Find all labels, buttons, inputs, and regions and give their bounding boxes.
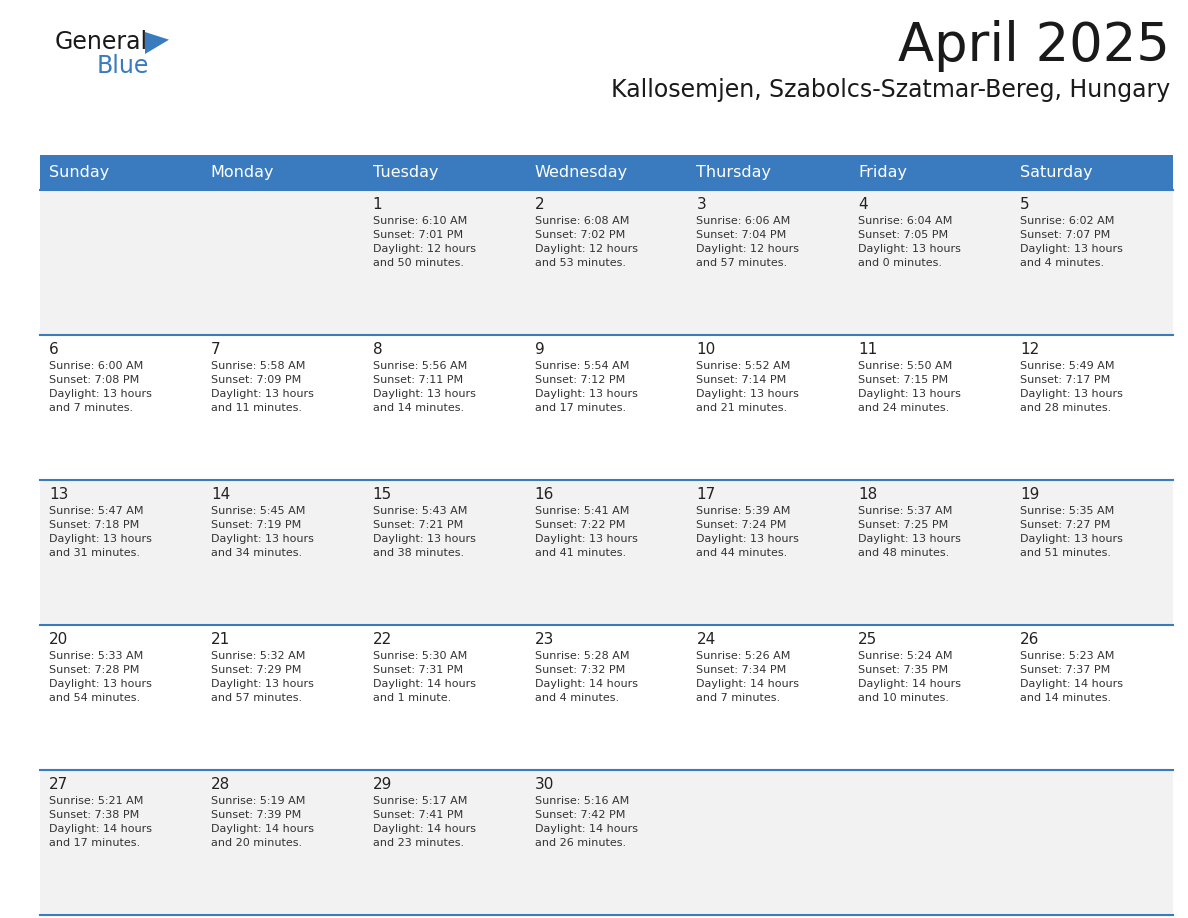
Text: Sunrise: 5:37 AM
Sunset: 7:25 PM
Daylight: 13 hours
and 48 minutes.: Sunrise: 5:37 AM Sunset: 7:25 PM Dayligh… [858,506,961,558]
Text: Thursday: Thursday [696,165,771,180]
Text: 18: 18 [858,487,878,502]
Text: Sunrise: 5:50 AM
Sunset: 7:15 PM
Daylight: 13 hours
and 24 minutes.: Sunrise: 5:50 AM Sunset: 7:15 PM Dayligh… [858,361,961,413]
Text: Sunrise: 5:32 AM
Sunset: 7:29 PM
Daylight: 13 hours
and 57 minutes.: Sunrise: 5:32 AM Sunset: 7:29 PM Dayligh… [210,651,314,703]
Text: Sunrise: 6:06 AM
Sunset: 7:04 PM
Daylight: 12 hours
and 57 minutes.: Sunrise: 6:06 AM Sunset: 7:04 PM Dayligh… [696,216,800,268]
Bar [40,190,1173,335]
Text: 4: 4 [858,197,868,212]
Text: Sunrise: 5:30 AM
Sunset: 7:31 PM
Daylight: 14 hours
and 1 minute.: Sunrise: 5:30 AM Sunset: 7:31 PM Dayligh… [373,651,475,703]
Text: Sunrise: 5:47 AM
Sunset: 7:18 PM
Daylight: 13 hours
and 31 minutes.: Sunrise: 5:47 AM Sunset: 7:18 PM Dayligh… [49,506,152,558]
Text: 26: 26 [1020,632,1040,647]
Text: Sunrise: 6:00 AM
Sunset: 7:08 PM
Daylight: 13 hours
and 7 minutes.: Sunrise: 6:00 AM Sunset: 7:08 PM Dayligh… [49,361,152,413]
Text: 23: 23 [535,632,554,647]
Text: 16: 16 [535,487,554,502]
Bar [525,155,688,190]
Text: 12: 12 [1020,342,1040,357]
Text: Sunrise: 5:39 AM
Sunset: 7:24 PM
Daylight: 13 hours
and 44 minutes.: Sunrise: 5:39 AM Sunset: 7:24 PM Dayligh… [696,506,800,558]
Text: 10: 10 [696,342,715,357]
Text: Sunrise: 5:26 AM
Sunset: 7:34 PM
Daylight: 14 hours
and 7 minutes.: Sunrise: 5:26 AM Sunset: 7:34 PM Dayligh… [696,651,800,703]
Bar [849,155,1011,190]
Text: 25: 25 [858,632,878,647]
Text: 3: 3 [696,197,706,212]
Text: Sunday: Sunday [49,165,109,180]
Text: 22: 22 [373,632,392,647]
Text: 21: 21 [210,632,230,647]
Text: 5: 5 [1020,197,1030,212]
Bar [1011,155,1173,190]
Text: Sunrise: 5:58 AM
Sunset: 7:09 PM
Daylight: 13 hours
and 11 minutes.: Sunrise: 5:58 AM Sunset: 7:09 PM Dayligh… [210,361,314,413]
Bar [40,480,1173,625]
Text: Sunrise: 5:24 AM
Sunset: 7:35 PM
Daylight: 14 hours
and 10 minutes.: Sunrise: 5:24 AM Sunset: 7:35 PM Dayligh… [858,651,961,703]
Text: Kallosemjen, Szabolcs-Szatmar-Bereg, Hungary: Kallosemjen, Szabolcs-Szatmar-Bereg, Hun… [611,78,1170,102]
Text: Sunrise: 5:52 AM
Sunset: 7:14 PM
Daylight: 13 hours
and 21 minutes.: Sunrise: 5:52 AM Sunset: 7:14 PM Dayligh… [696,361,800,413]
Text: Sunrise: 6:04 AM
Sunset: 7:05 PM
Daylight: 13 hours
and 0 minutes.: Sunrise: 6:04 AM Sunset: 7:05 PM Dayligh… [858,216,961,268]
Bar [364,155,525,190]
Polygon shape [145,32,169,54]
Text: 19: 19 [1020,487,1040,502]
Bar [202,155,364,190]
Text: Tuesday: Tuesday [373,165,438,180]
Text: Sunrise: 5:33 AM
Sunset: 7:28 PM
Daylight: 13 hours
and 54 minutes.: Sunrise: 5:33 AM Sunset: 7:28 PM Dayligh… [49,651,152,703]
Text: 11: 11 [858,342,878,357]
Text: 15: 15 [373,487,392,502]
Text: 28: 28 [210,777,230,792]
Text: 1: 1 [373,197,383,212]
Text: Sunrise: 5:49 AM
Sunset: 7:17 PM
Daylight: 13 hours
and 28 minutes.: Sunrise: 5:49 AM Sunset: 7:17 PM Dayligh… [1020,361,1123,413]
Text: 24: 24 [696,632,715,647]
Text: Sunrise: 5:19 AM
Sunset: 7:39 PM
Daylight: 14 hours
and 20 minutes.: Sunrise: 5:19 AM Sunset: 7:39 PM Dayligh… [210,796,314,848]
Text: 8: 8 [373,342,383,357]
Text: Sunrise: 5:16 AM
Sunset: 7:42 PM
Daylight: 14 hours
and 26 minutes.: Sunrise: 5:16 AM Sunset: 7:42 PM Dayligh… [535,796,638,848]
Text: Sunrise: 5:56 AM
Sunset: 7:11 PM
Daylight: 13 hours
and 14 minutes.: Sunrise: 5:56 AM Sunset: 7:11 PM Dayligh… [373,361,475,413]
Text: 9: 9 [535,342,544,357]
Text: Wednesday: Wednesday [535,165,627,180]
Text: Sunrise: 6:08 AM
Sunset: 7:02 PM
Daylight: 12 hours
and 53 minutes.: Sunrise: 6:08 AM Sunset: 7:02 PM Dayligh… [535,216,638,268]
Text: Saturday: Saturday [1020,165,1093,180]
Text: Sunrise: 6:10 AM
Sunset: 7:01 PM
Daylight: 12 hours
and 50 minutes.: Sunrise: 6:10 AM Sunset: 7:01 PM Dayligh… [373,216,475,268]
Text: 2: 2 [535,197,544,212]
Text: 14: 14 [210,487,230,502]
Text: Sunrise: 5:45 AM
Sunset: 7:19 PM
Daylight: 13 hours
and 34 minutes.: Sunrise: 5:45 AM Sunset: 7:19 PM Dayligh… [210,506,314,558]
Bar [40,155,202,190]
Bar [40,625,1173,770]
Text: Friday: Friday [858,165,908,180]
Text: 29: 29 [373,777,392,792]
Text: Sunrise: 5:35 AM
Sunset: 7:27 PM
Daylight: 13 hours
and 51 minutes.: Sunrise: 5:35 AM Sunset: 7:27 PM Dayligh… [1020,506,1123,558]
Text: Sunrise: 5:28 AM
Sunset: 7:32 PM
Daylight: 14 hours
and 4 minutes.: Sunrise: 5:28 AM Sunset: 7:32 PM Dayligh… [535,651,638,703]
Text: General: General [55,30,148,54]
Text: Sunrise: 5:21 AM
Sunset: 7:38 PM
Daylight: 14 hours
and 17 minutes.: Sunrise: 5:21 AM Sunset: 7:38 PM Dayligh… [49,796,152,848]
Text: Sunrise: 6:02 AM
Sunset: 7:07 PM
Daylight: 13 hours
and 4 minutes.: Sunrise: 6:02 AM Sunset: 7:07 PM Dayligh… [1020,216,1123,268]
Bar [40,770,1173,915]
Text: 13: 13 [49,487,69,502]
Text: 7: 7 [210,342,221,357]
Text: Monday: Monday [210,165,274,180]
Text: 17: 17 [696,487,715,502]
Text: Sunrise: 5:43 AM
Sunset: 7:21 PM
Daylight: 13 hours
and 38 minutes.: Sunrise: 5:43 AM Sunset: 7:21 PM Dayligh… [373,506,475,558]
Text: April 2025: April 2025 [898,20,1170,72]
Text: Sunrise: 5:17 AM
Sunset: 7:41 PM
Daylight: 14 hours
and 23 minutes.: Sunrise: 5:17 AM Sunset: 7:41 PM Dayligh… [373,796,475,848]
Text: Sunrise: 5:54 AM
Sunset: 7:12 PM
Daylight: 13 hours
and 17 minutes.: Sunrise: 5:54 AM Sunset: 7:12 PM Dayligh… [535,361,638,413]
Text: Blue: Blue [97,54,150,78]
Text: Sunrise: 5:23 AM
Sunset: 7:37 PM
Daylight: 14 hours
and 14 minutes.: Sunrise: 5:23 AM Sunset: 7:37 PM Dayligh… [1020,651,1123,703]
Text: 27: 27 [49,777,68,792]
Text: 30: 30 [535,777,554,792]
Bar [688,155,849,190]
Bar [40,335,1173,480]
Text: 20: 20 [49,632,68,647]
Text: Sunrise: 5:41 AM
Sunset: 7:22 PM
Daylight: 13 hours
and 41 minutes.: Sunrise: 5:41 AM Sunset: 7:22 PM Dayligh… [535,506,638,558]
Text: 6: 6 [49,342,58,357]
